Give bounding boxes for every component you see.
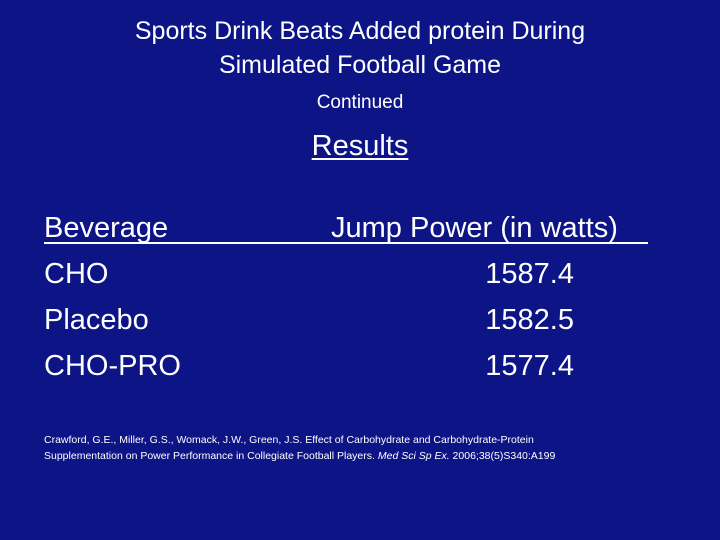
header-beverage: Beverage bbox=[44, 212, 169, 244]
table-header-row: Beverage Jump Power (in watts) bbox=[44, 205, 664, 251]
table-row: CHO-PRO 1577.4 bbox=[44, 343, 664, 389]
beverage-cell: Placebo bbox=[44, 304, 149, 336]
beverage-cell: CHO-PRO bbox=[44, 350, 181, 382]
beverage-cell: CHO bbox=[44, 258, 109, 290]
title-line-1: Sports Drink Beats Added protein During bbox=[134, 17, 586, 45]
header-underline bbox=[44, 242, 648, 244]
citation-volume: 2006;38(5)S340:A199 bbox=[449, 450, 556, 462]
citation-line-1: Crawford, G.E., Miller, G.S., Womack, J.… bbox=[44, 434, 534, 446]
jump-power-cell: 1582.5 bbox=[485, 304, 574, 336]
header-jump-power: Jump Power (in watts) bbox=[331, 212, 618, 244]
results-table: Beverage Jump Power (in watts) CHO 1587.… bbox=[44, 205, 664, 389]
citation-journal: Med Sci Sp Ex. bbox=[377, 450, 450, 462]
slide-title: Sports Drink Beats Added protein During … bbox=[0, 14, 720, 82]
citation-line-2: Supplementation on Power Performance in … bbox=[44, 448, 684, 464]
citation: Crawford, G.E., Miller, G.S., Womack, J.… bbox=[44, 432, 684, 464]
table-row: Placebo 1582.5 bbox=[44, 297, 664, 343]
citation-title-part: Supplementation on Power Performance in … bbox=[44, 450, 378, 462]
results-heading-text: Results bbox=[311, 130, 409, 162]
subtitle: Continued bbox=[316, 92, 404, 113]
table-row: CHO 1587.4 bbox=[44, 251, 664, 297]
jump-power-cell: 1577.4 bbox=[485, 350, 574, 382]
jump-power-cell: 1587.4 bbox=[485, 258, 574, 290]
section-heading: Results bbox=[0, 130, 720, 163]
title-line-2: Simulated Football Game bbox=[218, 51, 502, 79]
